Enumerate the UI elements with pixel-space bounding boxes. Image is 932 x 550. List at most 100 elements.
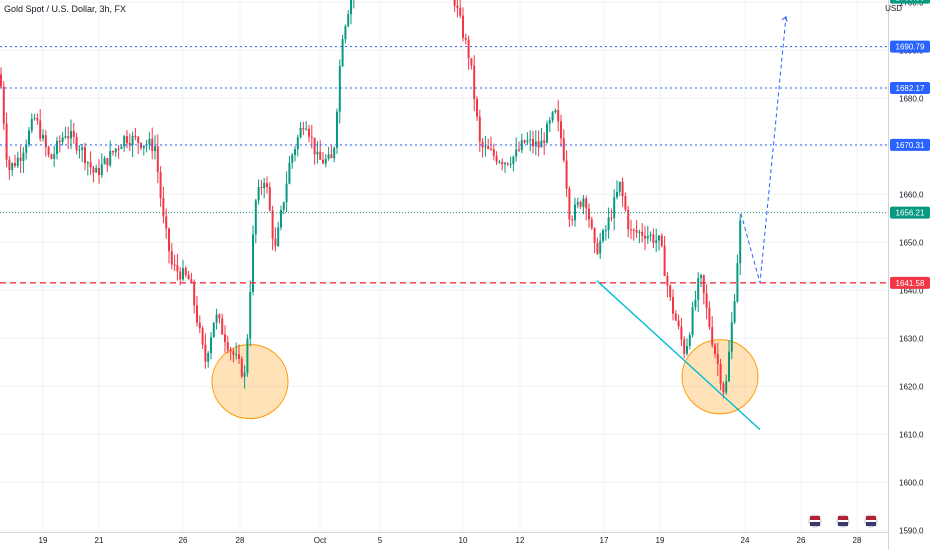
candle-body bbox=[560, 121, 562, 139]
candle-body bbox=[719, 363, 722, 384]
candle-body bbox=[509, 163, 512, 165]
candle-body bbox=[593, 228, 596, 243]
candle-body bbox=[663, 245, 666, 276]
candle-body bbox=[574, 204, 576, 221]
candle-body bbox=[683, 339, 686, 354]
candle-body bbox=[624, 196, 627, 210]
candle-body bbox=[470, 58, 473, 66]
candle-body bbox=[252, 234, 254, 292]
plot-area[interactable] bbox=[0, 0, 888, 532]
y-tick-label: 1660.0 bbox=[899, 190, 924, 199]
y-tick-label: 1610.0 bbox=[899, 430, 924, 439]
candle-body bbox=[546, 123, 548, 143]
candle-body bbox=[543, 140, 546, 143]
flag-stripe bbox=[866, 516, 876, 520]
candle-body bbox=[341, 39, 344, 67]
projection-arrowhead bbox=[781, 15, 788, 22]
candle-body bbox=[484, 146, 487, 148]
time-axis[interactable]: 19 21 26 28 Oct 5 10 12 17 19 24 26 28 bbox=[39, 536, 862, 545]
price-labels: 1762.201739.461738.591700.991690.791682.… bbox=[890, 0, 930, 289]
candle-body bbox=[53, 153, 56, 159]
candle-body bbox=[30, 118, 33, 131]
candle-body bbox=[669, 285, 672, 298]
candle-body bbox=[173, 264, 176, 266]
price-label-box bbox=[890, 276, 930, 289]
currency-label: USD bbox=[885, 4, 902, 13]
candle-body bbox=[50, 154, 53, 159]
candle-body bbox=[184, 268, 187, 275]
gridlines bbox=[0, 0, 888, 532]
x-tick-label: 28 bbox=[236, 536, 245, 545]
price-label-text: 1700.99 bbox=[896, 0, 925, 3]
x-tick-label: 17 bbox=[600, 536, 609, 545]
candle-body bbox=[212, 322, 215, 338]
candle-body bbox=[302, 127, 305, 130]
economic-event-icon[interactable] bbox=[836, 514, 850, 528]
candle-body bbox=[103, 158, 106, 165]
y-tick-label: 1650.0 bbox=[899, 238, 924, 247]
candle-body bbox=[22, 152, 25, 161]
candle-body bbox=[294, 149, 296, 156]
candle-body bbox=[72, 131, 75, 137]
x-tick-label: 10 bbox=[459, 536, 468, 545]
candle-body bbox=[630, 229, 632, 231]
candle-body bbox=[196, 305, 198, 323]
candle-body bbox=[495, 155, 498, 162]
candle-body bbox=[708, 307, 711, 328]
candle-body bbox=[268, 187, 271, 211]
candle-body bbox=[254, 200, 257, 235]
candle-body bbox=[249, 291, 252, 339]
price-label-text: 1670.31 bbox=[896, 141, 925, 150]
candle-body bbox=[128, 143, 131, 146]
candle-body bbox=[5, 123, 8, 160]
candle-body bbox=[84, 147, 86, 164]
economic-event-icon[interactable] bbox=[864, 514, 878, 528]
price-label-box bbox=[890, 206, 930, 219]
candle-body bbox=[728, 351, 730, 382]
candle-body bbox=[565, 160, 568, 189]
candle-body bbox=[582, 198, 585, 207]
candle-body bbox=[39, 120, 42, 139]
candle-body bbox=[646, 235, 649, 239]
support-trendline bbox=[596, 280, 761, 431]
candle-body bbox=[134, 135, 137, 138]
candle-body bbox=[44, 135, 47, 148]
candle-body bbox=[313, 137, 316, 155]
candle-body bbox=[733, 301, 736, 323]
candle-body bbox=[498, 161, 501, 163]
candle-body bbox=[266, 182, 268, 188]
candle-body bbox=[649, 234, 652, 236]
flag-stripe bbox=[838, 520, 848, 522]
candle-body bbox=[33, 117, 36, 119]
candle-body bbox=[347, 14, 350, 27]
y-tick-label: 1630.0 bbox=[899, 334, 924, 343]
price-label-text: 1682.17 bbox=[896, 84, 925, 93]
candle-body bbox=[501, 161, 504, 165]
candle-body bbox=[551, 112, 554, 121]
candle-body bbox=[210, 337, 212, 354]
x-tick-label: 12 bbox=[516, 536, 525, 545]
economic-event-icon[interactable] bbox=[808, 514, 822, 528]
candle-body bbox=[291, 155, 294, 163]
price-axis[interactable]: 1590.0 1600.0 1610.0 1620.0 1630.0 1640.0 1650… bbox=[899, 0, 924, 535]
candle-body bbox=[658, 235, 660, 241]
candle-body bbox=[462, 15, 464, 38]
candle-body bbox=[112, 150, 114, 153]
candle-body bbox=[576, 202, 579, 205]
candle-body bbox=[56, 140, 58, 154]
candle-body bbox=[739, 220, 742, 264]
highlight-circle bbox=[211, 344, 289, 420]
candle-body bbox=[464, 37, 467, 40]
candle-body bbox=[529, 139, 532, 141]
candle-body bbox=[540, 140, 543, 148]
candle-body bbox=[229, 349, 232, 352]
candle-body bbox=[140, 143, 142, 148]
event-markers[interactable] bbox=[808, 514, 878, 528]
candle-body bbox=[674, 313, 677, 321]
y-tick-label: 1600.0 bbox=[899, 478, 924, 487]
candle-body bbox=[672, 297, 674, 314]
candle-body bbox=[652, 234, 655, 243]
price-label-box bbox=[890, 0, 930, 4]
candle-body bbox=[92, 167, 95, 173]
